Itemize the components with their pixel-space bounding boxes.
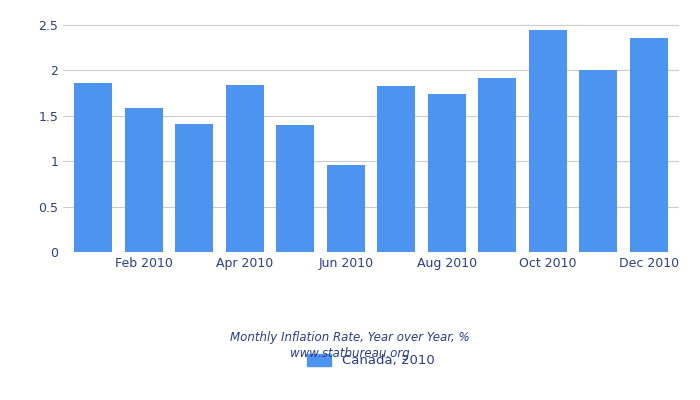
Legend: Canada, 2010: Canada, 2010 — [302, 348, 440, 373]
Bar — [630, 38, 668, 252]
Bar — [528, 30, 567, 252]
Bar — [377, 86, 415, 252]
Text: www.statbureau.org: www.statbureau.org — [290, 348, 410, 360]
Bar — [226, 85, 264, 252]
Bar — [175, 124, 214, 252]
Bar — [74, 83, 112, 252]
Bar — [276, 125, 314, 252]
Bar — [428, 94, 466, 252]
Text: Monthly Inflation Rate, Year over Year, %: Monthly Inflation Rate, Year over Year, … — [230, 332, 470, 344]
Bar — [580, 70, 617, 252]
Bar — [327, 165, 365, 252]
Bar — [125, 108, 162, 252]
Bar — [478, 78, 516, 252]
